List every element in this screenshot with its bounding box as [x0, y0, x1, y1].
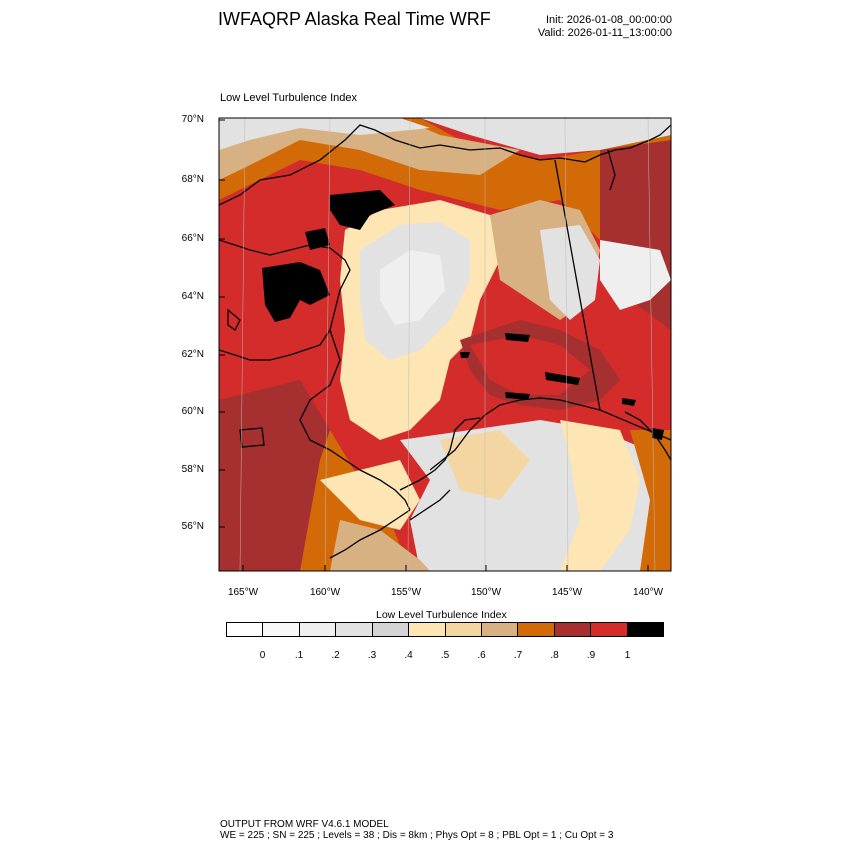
colorbar-swatch [518, 623, 555, 636]
lon-label-145w: 145°W [551, 587, 583, 598]
lat-label-58n: 58°N [181, 464, 204, 475]
colorbar-swatch [445, 623, 482, 636]
colorbar-title: Low Level Turbulence Index [376, 609, 507, 621]
colorbar-label: .9 [586, 650, 596, 661]
colorbar-swatch [336, 623, 373, 636]
plot-title: Low Level Turbulence Index [220, 92, 357, 104]
lat-label-60n: 60°N [181, 406, 204, 417]
graticule [239, 118, 656, 571]
colorbar-swatch [409, 623, 446, 636]
colorbar-label: .4 [404, 650, 413, 661]
lat-label-70n: 70°N [181, 114, 204, 125]
main-title: IWFAQRP Alaska Real Time WRF [218, 9, 491, 29]
colorbar-swatch [627, 623, 664, 636]
axis-ticks [219, 119, 649, 571]
coastline-overlay [219, 124, 671, 559]
colorbar-label: .2 [331, 650, 340, 661]
colorbar-swatch [372, 623, 410, 636]
lat-label-62n: 62°N [181, 349, 204, 360]
valid-time: Valid: 2026-01-11_13:00:00 [537, 27, 672, 39]
colorbar-label: .7 [513, 650, 523, 661]
lon-label-165w: 165°W [227, 587, 259, 598]
colorbar-label: .6 [477, 650, 486, 661]
footer-model: OUTPUT FROM WRF V4.6.1 MODEL [220, 819, 389, 830]
footer-settings: WE = 225 ; SN = 225 ; Levels = 38 ; Dis … [220, 830, 614, 841]
colorbar-label: .8 [550, 650, 559, 661]
colorbar [226, 622, 664, 637]
colorbar-swatch [227, 623, 264, 636]
colorbar-label: .3 [367, 650, 377, 661]
turbulence-field [219, 118, 671, 571]
map-frame [218, 117, 672, 572]
colorbar-swatch [299, 623, 337, 636]
colorbar-label: .5 [440, 650, 450, 661]
colorbar-swatch [263, 623, 300, 636]
colorbar-label: 1 [624, 650, 631, 661]
lon-label-160w: 160°W [309, 587, 341, 598]
colorbar-label: .1 [294, 650, 304, 661]
colorbar-swatch [591, 623, 628, 636]
lon-label-150w: 150°W [470, 587, 502, 598]
lon-label-155w: 155°W [390, 587, 422, 598]
colorbar-swatch [554, 623, 592, 636]
init-time: Init: 2026-01-08_00:00:00 [546, 14, 672, 26]
lat-label-68n: 68°N [181, 174, 204, 185]
colorbar-swatch [481, 623, 519, 636]
lon-label-140w: 140°W [632, 587, 664, 598]
colorbar-label: 0 [259, 650, 266, 661]
lat-label-66n: 66°N [181, 233, 204, 244]
lat-label-56n: 56°N [181, 521, 204, 532]
lat-label-64n: 64°N [181, 291, 204, 302]
